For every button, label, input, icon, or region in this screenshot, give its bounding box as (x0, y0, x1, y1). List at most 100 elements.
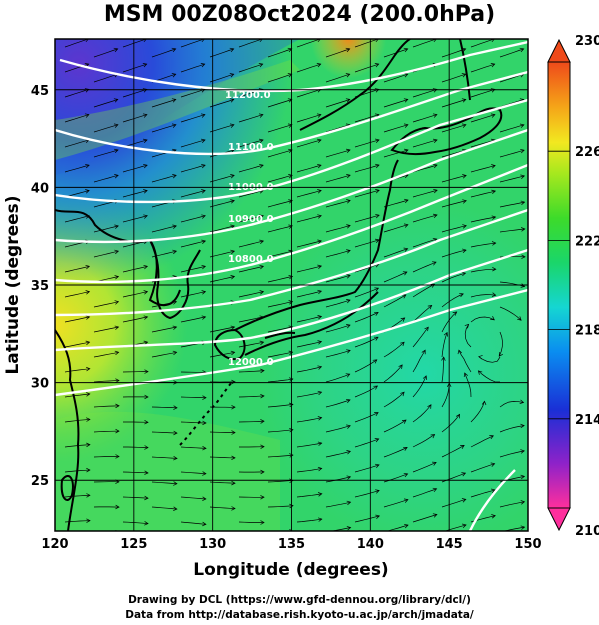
streamline (209, 481, 236, 484)
streamline-arrow (520, 148, 525, 154)
streamline-arrow (346, 148, 351, 154)
streamline-arrow (143, 290, 149, 295)
streamline (412, 305, 432, 323)
streamline-arrow (430, 434, 436, 439)
streamline (412, 164, 438, 173)
streamline (122, 265, 148, 273)
streamline-arrow (432, 513, 438, 518)
streamline-arrow (114, 174, 119, 179)
streamline-arrow (85, 290, 91, 295)
streamline-arrow (200, 113, 206, 118)
y-tick-labels: 25 30 35 40 45 (31, 84, 49, 489)
streamline (152, 532, 177, 534)
streamline-arrow (86, 467, 91, 473)
streamline-arrow (143, 189, 148, 194)
streamline (470, 435, 494, 448)
streamline (151, 99, 176, 108)
streamline (267, 404, 293, 408)
streamline (209, 250, 235, 258)
streamline-arrow (421, 349, 426, 355)
streamline (470, 242, 496, 248)
streamline-arrow (201, 163, 206, 169)
streamline (499, 450, 525, 458)
streamline-arrow (492, 266, 497, 272)
streamline-arrow (114, 275, 120, 280)
coast-kyushu (213, 328, 246, 361)
streamline-arrow (144, 521, 149, 526)
streamline (122, 291, 148, 298)
streamline (354, 164, 380, 173)
streamline-arrow (443, 331, 448, 337)
streamline-arrow (374, 336, 379, 341)
streamline (383, 341, 405, 358)
streamline (64, 88, 89, 98)
streamline (267, 48, 292, 58)
streamline (441, 498, 466, 508)
streamline-arrow (346, 450, 351, 455)
map-chart: 11200.0 11100.0 11000.0 10900.0 10800.0 … (3, 34, 599, 580)
streamline (267, 505, 294, 508)
streamline (441, 99, 466, 108)
streamline (325, 425, 351, 433)
streamline-arrow (143, 264, 149, 270)
streamline-arrow (345, 373, 351, 378)
streamline-arrow (85, 366, 91, 372)
streamline-arrow (201, 315, 207, 320)
streamline-arrow (520, 283, 526, 288)
streamline-arrow (288, 300, 294, 305)
streamline (354, 336, 379, 348)
streamline (93, 149, 119, 158)
streamline (180, 215, 206, 223)
streamline-arrow (316, 113, 322, 118)
streamline (209, 48, 234, 58)
streamline (383, 271, 408, 283)
streamline (325, 476, 351, 483)
streamline (412, 462, 437, 473)
streamline-arrow (113, 123, 119, 128)
streamline-arrow (463, 372, 469, 378)
streamline (325, 48, 350, 58)
coast-hokkaido (390, 107, 503, 156)
streamline (122, 190, 148, 198)
streamline (412, 261, 437, 273)
streamline (354, 239, 380, 248)
streamline-arrow (201, 138, 206, 143)
streamline (122, 521, 149, 524)
streamline-arrow (375, 514, 381, 519)
streamline-arrow (142, 113, 148, 118)
streamline (123, 446, 149, 448)
streamline (470, 216, 496, 223)
streamline-arrow (441, 356, 446, 361)
streamline (180, 39, 205, 48)
streamline-arrow (202, 496, 207, 502)
streamline-arrow (259, 214, 264, 219)
streamline-arrow (498, 352, 503, 357)
streamline (441, 124, 467, 133)
streamline-arrow (459, 292, 464, 298)
contour-line (55, 208, 528, 317)
streamline-arrow (143, 163, 148, 169)
streamline-arrow (491, 39, 495, 43)
streamline (325, 174, 351, 183)
streamline-arrow (202, 471, 207, 476)
streamline (325, 200, 351, 208)
streamline (470, 139, 496, 148)
streamline-arrow (231, 430, 236, 435)
streamline (238, 164, 264, 173)
streamline-arrow (374, 63, 380, 68)
streamline-arrow (85, 39, 89, 43)
coast-taiwan (60, 475, 74, 501)
streamline-arrow (346, 274, 351, 279)
streamline (209, 506, 236, 509)
streamline (93, 99, 118, 108)
x-tick-label: 120 (41, 537, 68, 552)
streamline-arrow (374, 438, 380, 443)
streamline (93, 301, 119, 308)
colorbar-top-arrow (547, 38, 571, 63)
contour-label: 12000.0 (228, 357, 274, 368)
streamline-arrow (173, 506, 178, 512)
streamline-arrow (375, 189, 380, 194)
streamline (325, 501, 351, 508)
streamline-arrow (457, 349, 462, 355)
streamline (180, 265, 206, 273)
